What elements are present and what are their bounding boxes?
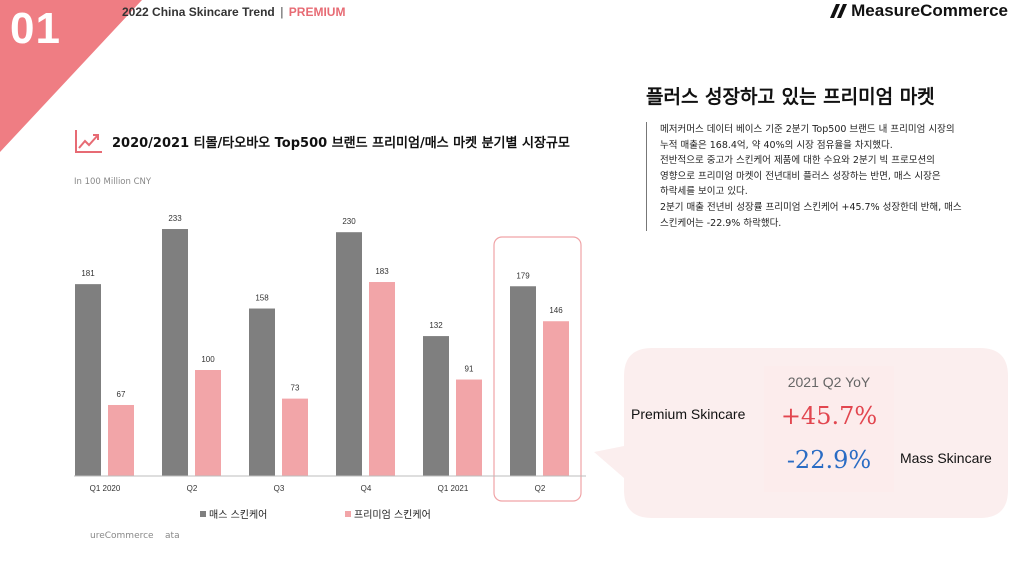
legend-label: 매스 스킨케어	[209, 509, 267, 521]
bar-mass	[162, 229, 188, 476]
bar-value-label: 179	[516, 271, 530, 280]
headline: 플러스 성장하고 있는 프리미엄 마켓	[646, 86, 935, 108]
corner-accent	[0, 0, 142, 152]
bar-mass	[510, 286, 536, 476]
description-line: 하락세를 보이고 있다.	[660, 186, 748, 198]
bar-value-label: 67	[117, 390, 126, 399]
bar-mass	[423, 336, 449, 476]
bar-premium	[282, 398, 308, 476]
brand-logo: MeasureCommerce	[830, 1, 1008, 21]
report-title: 2022 China Skincare Trend | PREMIUM	[122, 5, 345, 19]
footer-source: ureCommerce ata	[90, 531, 180, 541]
premium-skincare-label: Premium Skincare	[631, 406, 746, 422]
bar-value-label: 183	[375, 267, 389, 276]
bar-value-label: 230	[342, 217, 356, 226]
brand-mark-icon	[830, 4, 848, 18]
bar-premium	[108, 404, 134, 476]
bar-value-label: 233	[168, 214, 182, 223]
trend-up-icon	[75, 130, 102, 153]
description-line: 전반적으로 중고가 스킨케어 제품에 대한 수요와 2분기 빅 프로모션의	[660, 155, 935, 167]
bar-premium	[369, 282, 395, 476]
bar-premium	[543, 321, 569, 476]
description-line: 스킨케어는 -22.9% 하락했다.	[660, 217, 782, 229]
section-number: 01	[10, 4, 61, 53]
value-labels-group: 181 67 233 100 158 73 230 183 132 91 179 146	[81, 214, 563, 399]
bar-premium	[456, 379, 482, 476]
legend-swatch	[345, 511, 351, 517]
bar-value-label: 146	[549, 306, 563, 315]
x-tick-labels-group: Q1 2020 Q2 Q3 Q4 Q1 2021 Q2	[90, 484, 546, 493]
bar-premium	[195, 370, 221, 476]
description-line: 2분기 매출 전년비 성장률 프리미엄 스킨케어 +45.7% 성장한데 반해,…	[660, 201, 962, 213]
yoy-mass-value: -22.9%	[786, 446, 872, 474]
bar-mass	[249, 308, 275, 476]
bar-mass	[336, 232, 362, 476]
x-tick-label: Q4	[361, 484, 372, 493]
yoy-premium-value: +45.7%	[780, 402, 878, 430]
legend-label: 프리미엄 스킨케어	[354, 509, 431, 521]
x-tick-label: Q2	[535, 484, 546, 493]
chart-title-block: 2020/2021 티몰/타오바오 Top500 브랜드 프리미엄/매스 마켓 …	[74, 128, 570, 154]
x-tick-label: Q1 2020	[90, 484, 121, 493]
report-title-tag: PREMIUM	[288, 5, 346, 19]
bar-value-label: 181	[81, 269, 95, 278]
report-title-separator: |	[280, 5, 284, 19]
yoy-title: 2021 Q2 YoY	[787, 374, 871, 390]
x-tick-label: Q1 2021	[438, 484, 469, 493]
description: 메저커머스 데이터 베이스 기준 2분기 Top500 브랜드 내 프리미엄 시…	[646, 122, 1020, 232]
chart-title: 2020/2021 티몰/타오바오 Top500 브랜드 프리미엄/매스 마켓 …	[112, 135, 570, 151]
description-line: 누적 매출은 168.4억, 약 40%의 시장 점유율을 차지했다.	[660, 139, 893, 151]
mass-skincare-label: Mass Skincare	[900, 450, 992, 466]
legend: 매스 스킨케어 프리미엄 스킨케어	[200, 509, 431, 521]
chart-unit-label: In 100 Million CNY	[74, 177, 152, 187]
bar-value-label: 158	[255, 294, 269, 303]
bar-value-label: 100	[201, 355, 215, 364]
description-line: 메저커머스 데이터 베이스 기준 2분기 Top500 브랜드 내 프리미엄 시…	[660, 124, 955, 135]
bar-value-label: 91	[465, 365, 474, 374]
x-tick-label: Q2	[187, 484, 198, 493]
brand-name: MeasureCommerce	[851, 1, 1008, 20]
report-title-main: 2022 China Skincare Trend	[122, 5, 275, 19]
bars-group	[75, 229, 569, 476]
legend-swatch	[200, 511, 206, 517]
highlight-box	[493, 236, 582, 502]
description-line: 영향으로 프리미엄 마켓이 전년대비 플러스 성장하는 반면, 매스 시장은	[660, 170, 941, 182]
bar-value-label: 132	[429, 321, 443, 330]
bar-value-label: 73	[291, 384, 300, 393]
x-tick-label: Q3	[274, 484, 285, 493]
yoy-box: 2021 Q2 YoY +45.7% -22.9%	[764, 366, 894, 492]
bar-mass	[75, 284, 101, 476]
